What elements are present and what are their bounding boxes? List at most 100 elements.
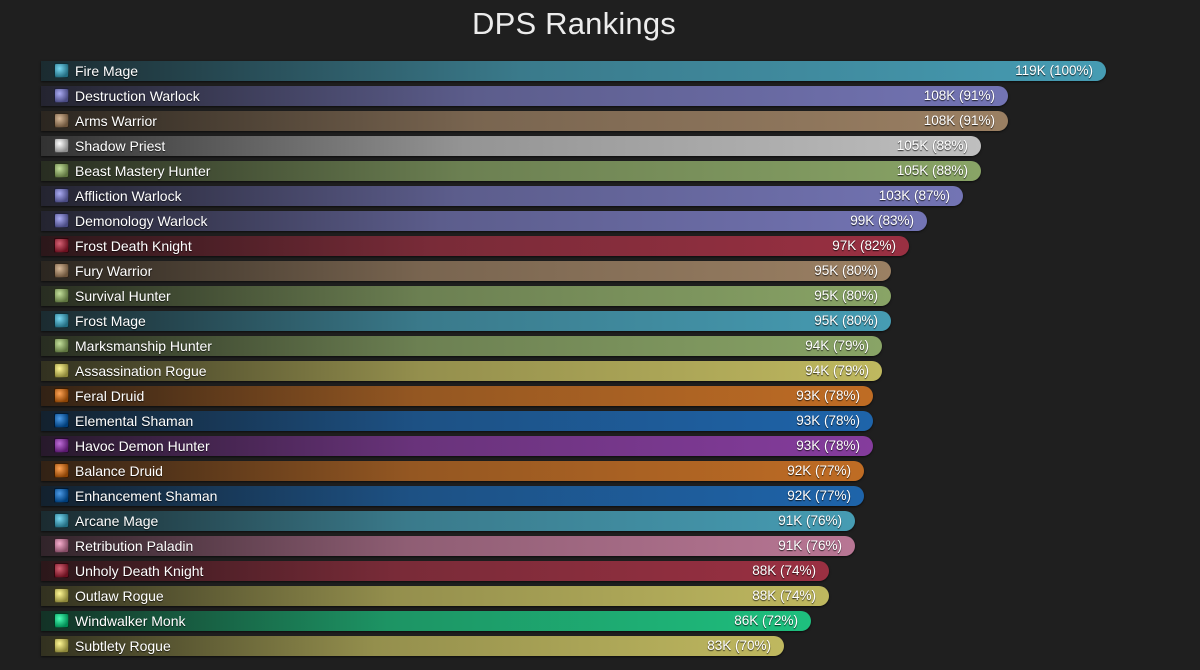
value-amount: 91K [778,513,803,528]
havoc-demon-hunter-icon [54,438,69,453]
bar-label: Survival Hunter [75,288,171,304]
bar[interactable] [41,136,981,156]
bar-row: Fire Mage 119K (100%) [41,61,1106,81]
value-percent: (78%) [823,388,860,403]
bar[interactable] [41,186,963,206]
bar[interactable] [41,361,882,381]
bar-row: Outlaw Rogue 88K (74%) [41,586,829,606]
bar-label: Arms Warrior [75,113,157,129]
value-amount: 91K [778,538,803,553]
value-amount: 95K [814,313,839,328]
fury-warrior-icon [54,263,69,278]
bar-row: Fury Warrior 95K (80%) [41,261,891,281]
bar[interactable] [41,461,864,481]
value-label: 95K (80%) [814,262,878,280]
bar-label: Retribution Paladin [75,538,194,554]
bar[interactable] [41,311,891,331]
bar-row: Demonology Warlock 99K (83%) [41,211,927,231]
beast-mastery-hunter-icon [54,163,69,178]
enhancement-shaman-icon [54,488,69,503]
bar[interactable] [41,636,784,656]
bar-label: Shadow Priest [75,138,166,154]
bar[interactable] [41,436,873,456]
value-percent: (88%) [931,138,968,153]
value-label: 105K (88%) [897,162,968,180]
bar[interactable] [41,286,891,306]
shadow-priest-icon [54,138,69,153]
value-percent: (79%) [832,363,869,378]
value-percent: (77%) [814,488,851,503]
bar[interactable] [41,411,873,431]
bar[interactable] [41,86,1008,106]
frost-mage-icon [54,313,69,328]
bar[interactable] [41,511,855,531]
feral-druid-icon [54,388,69,403]
value-label: 83K (70%) [707,637,771,655]
value-amount: 92K [787,488,812,503]
retribution-paladin-icon [54,538,69,553]
windwalker-monk-icon [54,613,69,628]
bar[interactable] [41,161,981,181]
value-amount: 92K [787,463,812,478]
value-amount: 108K [923,88,956,103]
bar-row: Windwalker Monk 86K (72%) [41,611,811,631]
bar-label: Subtlety Rogue [75,638,171,654]
bar[interactable] [41,486,864,506]
bar[interactable] [41,61,1106,81]
bar[interactable] [41,536,855,556]
value-amount: 97K [832,238,857,253]
bar-label: Windwalker Monk [75,613,186,629]
value-percent: (91%) [958,113,995,128]
bar-row: Shadow Priest 105K (88%) [41,136,981,156]
value-amount: 83K [707,638,732,653]
bar[interactable] [41,211,927,231]
bar-row: Retribution Paladin 91K (76%) [41,536,855,556]
value-label: 105K (88%) [897,137,968,155]
bar-row: Enhancement Shaman 92K (77%) [41,486,864,506]
value-amount: 93K [796,413,821,428]
bar-label: Havoc Demon Hunter [75,438,210,454]
elemental-shaman-icon [54,413,69,428]
bar-label: Assassination Rogue [75,363,207,379]
bar-label: Beast Mastery Hunter [75,163,211,179]
bar[interactable] [41,261,891,281]
bar-row: Feral Druid 93K (78%) [41,386,873,406]
bar-label: Outlaw Rogue [75,588,164,604]
bar-row: Elemental Shaman 93K (78%) [41,411,873,431]
arcane-mage-icon [54,513,69,528]
value-percent: (82%) [859,238,896,253]
value-percent: (80%) [841,263,878,278]
bar-label: Enhancement Shaman [75,488,218,504]
bar-label: Feral Druid [75,388,145,404]
value-label: 95K (80%) [814,312,878,330]
bar-row: Frost Death Knight 97K (82%) [41,236,909,256]
value-amount: 94K [805,363,830,378]
bar-row: Beast Mastery Hunter 105K (88%) [41,161,981,181]
value-label: 103K (87%) [879,187,950,205]
bar-row: Destruction Warlock 108K (91%) [41,86,1008,106]
value-label: 97K (82%) [832,237,896,255]
value-amount: 95K [814,263,839,278]
bar-label: Fire Mage [75,63,139,79]
value-amount: 99K [850,213,875,228]
outlaw-rogue-icon [54,588,69,603]
bar[interactable] [41,586,829,606]
bar[interactable] [41,336,882,356]
bar[interactable] [41,611,811,631]
bar[interactable] [41,561,829,581]
value-label: 119K (100%) [1015,62,1093,80]
value-amount: 88K [752,563,777,578]
bar[interactable] [41,111,1008,131]
value-percent: (78%) [823,438,860,453]
value-label: 94K (79%) [805,337,869,355]
value-label: 108K (91%) [924,87,995,105]
bar[interactable] [41,236,909,256]
bar[interactable] [41,386,873,406]
bar-row: Havoc Demon Hunter 93K (78%) [41,436,873,456]
value-label: 95K (80%) [814,287,878,305]
bar-row: Affliction Warlock 103K (87%) [41,186,963,206]
frost-death-knight-icon [54,238,69,253]
value-amount: 86K [734,613,759,628]
value-label: 88K (74%) [752,587,816,605]
